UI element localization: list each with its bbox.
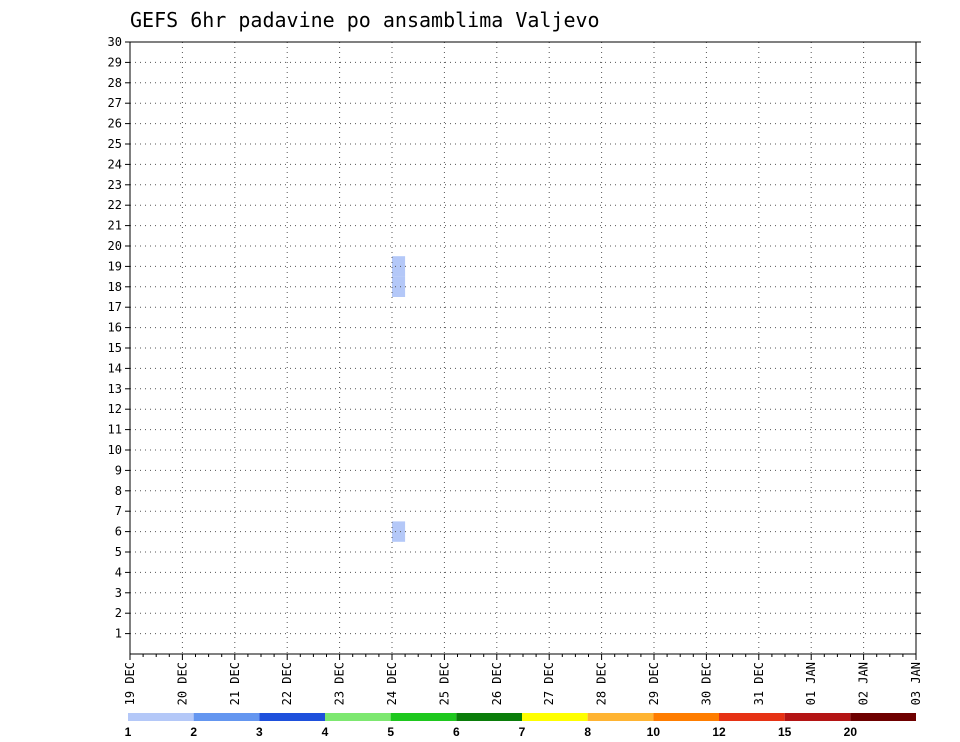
y-tick-label-1: 1	[115, 627, 122, 641]
y-tick-label-29: 29	[108, 55, 122, 69]
y-tick-label-4: 4	[115, 565, 122, 579]
x-tick-label-2: 21 DEC	[228, 662, 242, 705]
y-tick-label-24: 24	[108, 157, 122, 171]
y-tick-label-22: 22	[108, 198, 122, 212]
y-tick-label-15: 15	[108, 341, 122, 355]
y-tick-label-11: 11	[108, 423, 122, 437]
colorbar-label-15: 15	[778, 725, 792, 739]
colorbar-swatch-1	[193, 713, 260, 721]
x-tick-label-13: 01 JAN	[804, 662, 818, 705]
y-tick-label-20: 20	[108, 239, 122, 253]
y-axis: 1234567891011121314151617181920212223242…	[108, 35, 921, 641]
x-tick-label-1: 20 DEC	[175, 662, 189, 705]
y-tick-label-2: 2	[115, 606, 122, 620]
y-tick-label-8: 8	[115, 484, 122, 498]
colorbar-label-1: 1	[125, 725, 132, 739]
x-tick-label-10: 29 DEC	[647, 662, 661, 705]
x-tick-label-15: 03 JAN	[909, 662, 923, 705]
colorbar-label-12: 12	[712, 725, 726, 739]
x-tick-label-14: 02 JAN	[857, 662, 871, 705]
x-tick-label-4: 23 DEC	[333, 662, 347, 705]
colorbar-label-20: 20	[844, 725, 858, 739]
colorbar-swatch-3	[325, 713, 391, 721]
x-tick-label-8: 27 DEC	[542, 662, 556, 705]
y-tick-label-12: 12	[108, 402, 122, 416]
colorbar-label-3: 3	[256, 725, 263, 739]
y-tick-label-5: 5	[115, 545, 122, 559]
y-tick-label-14: 14	[108, 361, 122, 375]
colorbar-swatch-10	[784, 713, 851, 721]
colorbar-label-8: 8	[584, 725, 591, 739]
x-tick-label-6: 25 DEC	[437, 662, 451, 705]
colorbar-swatch-9	[719, 713, 785, 721]
y-tick-label-3: 3	[115, 586, 122, 600]
y-tick-label-23: 23	[108, 178, 122, 192]
chart-title: GEFS 6hr padavine po ansamblima Valjevo	[130, 8, 600, 32]
colorbar-label-6: 6	[453, 725, 460, 739]
colorbar-label-4: 4	[322, 725, 329, 739]
colorbar-swatch-2	[259, 713, 325, 721]
colorbar-label-7: 7	[519, 725, 526, 739]
y-tick-label-10: 10	[108, 443, 122, 457]
y-tick-label-26: 26	[108, 117, 122, 131]
y-tick-label-17: 17	[108, 300, 122, 314]
x-axis: 19 DEC 20 DEC 21 DEC 22 DEC 23 DEC 24 DEC 25 D…	[123, 654, 923, 705]
y-tick-label-16: 16	[108, 321, 122, 335]
x-tick-label-7: 26 DEC	[490, 662, 504, 705]
x-tick-label-11: 30 DEC	[699, 662, 713, 705]
y-tick-label-18: 18	[108, 280, 122, 294]
colorbar-label-5: 5	[387, 725, 394, 739]
colorbar-swatch-6	[522, 713, 588, 721]
colorbar-label-10: 10	[647, 725, 661, 739]
colorbar-swatch-4	[390, 713, 457, 721]
y-tick-label-30: 30	[108, 35, 122, 49]
y-tick-label-9: 9	[115, 463, 122, 477]
x-tick-label-0: 19 DEC	[123, 662, 137, 705]
x-tick-label-3: 22 DEC	[280, 662, 294, 705]
y-tick-label-28: 28	[108, 76, 122, 90]
heatmap-cell-22	[392, 521, 406, 542]
colorbar-swatch-7	[587, 713, 654, 721]
colorbar-swatch-11	[850, 713, 916, 721]
y-tick-label-13: 13	[108, 382, 122, 396]
grid-lines	[130, 41, 916, 654]
colorbar-swatch-5	[456, 713, 522, 721]
colorbar-label-2: 2	[190, 725, 197, 739]
heatmap-cell-157	[392, 256, 406, 277]
x-tick-label-9: 28 DEC	[595, 662, 609, 705]
heatmap-cells	[392, 256, 406, 542]
y-tick-label-7: 7	[115, 504, 122, 518]
plot-frame	[129, 41, 917, 655]
heatmap-cell-147	[392, 276, 406, 297]
x-tick-label-12: 31 DEC	[752, 662, 766, 705]
y-tick-label-21: 21	[108, 219, 122, 233]
colorbar-swatch-8	[653, 713, 719, 721]
y-tick-label-6: 6	[115, 525, 122, 539]
colorbar-swatch-0	[128, 713, 194, 721]
colorbar-legend: 1 2 3 4 5 6 7 8 10 12 15 20	[125, 713, 916, 739]
x-tick-label-5: 24 DEC	[385, 662, 399, 705]
y-tick-label-27: 27	[108, 96, 122, 110]
y-tick-label-19: 19	[108, 259, 122, 273]
y-tick-label-25: 25	[108, 137, 122, 151]
